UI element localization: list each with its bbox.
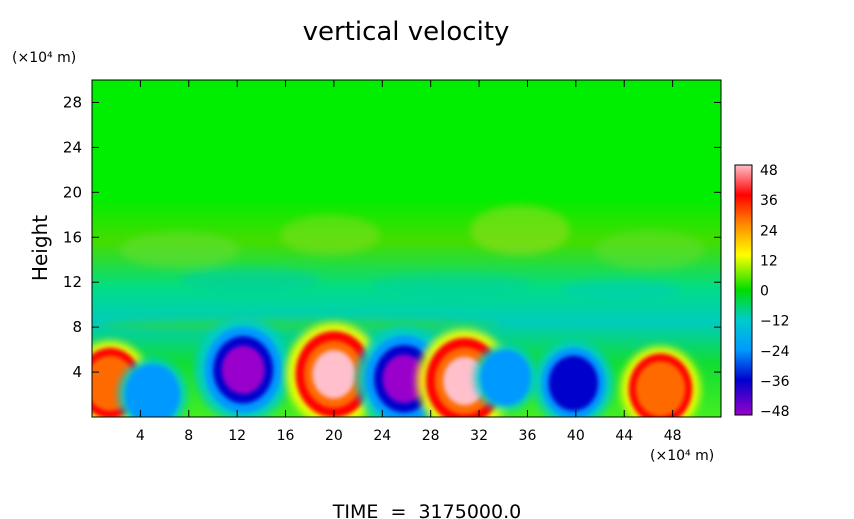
y-tick-label: 4: [72, 363, 82, 381]
y-axis: 4 8 12 16 20 24 28: [63, 93, 721, 381]
velocity-cell: [474, 344, 538, 411]
cell-ring: [125, 364, 180, 417]
y-tick-label: 12: [63, 273, 82, 291]
chart-title: vertical velocity: [303, 17, 510, 47]
colorbar-tick-label: 24: [760, 223, 778, 239]
x-tick-label: 8: [184, 428, 193, 444]
velocity-cell: [118, 358, 187, 417]
x-tick-label: 40: [567, 428, 585, 444]
x-tick-label: 4: [136, 428, 145, 444]
y-axis-label: Height: [28, 215, 52, 281]
colorbar-tick-label: 36: [760, 193, 778, 209]
cell-ring: [221, 345, 265, 395]
plot-area: [92, 80, 721, 417]
x-tick-label: 44: [615, 428, 633, 444]
x-tick-label: 36: [519, 428, 537, 444]
velocity-cell: [285, 322, 382, 417]
cell-ring: [548, 355, 599, 411]
x-tick-label: 12: [228, 428, 246, 444]
colorbar-tick-label: −36: [760, 374, 790, 390]
x-tick-label: 32: [470, 428, 488, 444]
colorbar: 48 36 24 12 0 −12 −24 −36 −48: [734, 163, 790, 420]
x-tick-label: 28: [422, 428, 440, 444]
velocity-cell: [533, 340, 614, 417]
x-tick-label: 20: [325, 428, 343, 444]
y-tick-label: 28: [63, 93, 82, 111]
y-unit-label: (×10⁴ m): [12, 50, 76, 66]
y-tick-label: 16: [63, 228, 82, 246]
x-tick-label: 24: [373, 428, 391, 444]
colorbar-tick-label: 0: [760, 284, 769, 300]
plot-frame: [91, 79, 722, 418]
feature-layer: [92, 317, 701, 417]
colorbar-fill: [734, 164, 753, 416]
colorbar-tick-label: 12: [760, 253, 778, 269]
velocity-cell: [620, 346, 701, 417]
cell-ring: [480, 350, 531, 406]
y-tick-label: 20: [63, 183, 82, 201]
x-tick-label: 48: [664, 428, 682, 444]
x-unit-label: (×10⁴ m): [650, 448, 714, 464]
cell-ring: [382, 354, 426, 403]
colorbar-tick-label: −24: [760, 344, 790, 360]
cell-ring: [312, 350, 356, 399]
colorbar-tick-label: −12: [760, 314, 790, 330]
x-axis: 4 8 12 16 20 24 28 32 36 40 44 48: [136, 80, 682, 444]
colorbar-tick-label: 48: [760, 163, 778, 179]
field-texture: [100, 205, 705, 331]
cell-ring: [635, 361, 686, 417]
colorbar-tick-label: −48: [760, 404, 790, 420]
colorbar-ticks: 48 36 24 12 0 −12 −24 −36 −48: [760, 163, 790, 420]
velocity-cell: [195, 317, 292, 417]
x-tick-label: 16: [277, 428, 295, 444]
y-tick-label: 24: [63, 138, 82, 156]
time-label: TIME = 3175000.0: [332, 501, 521, 519]
y-tick-label: 8: [72, 318, 82, 336]
